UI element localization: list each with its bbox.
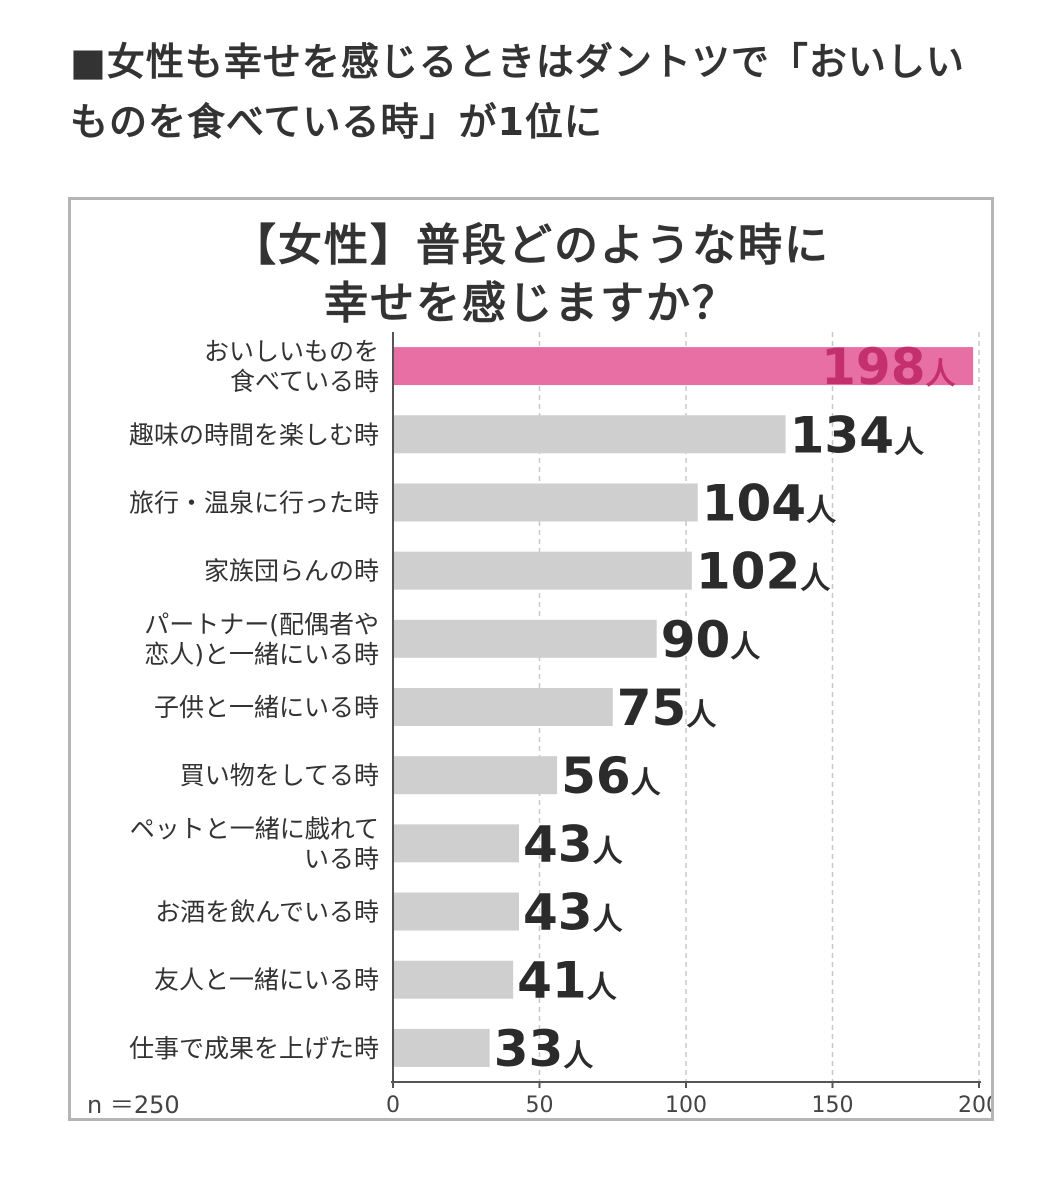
value-label: 43人 — [523, 815, 623, 873]
category-label: おいしいものを — [204, 337, 379, 366]
category-label: パートナー(配偶者や — [144, 610, 379, 639]
category-label: いる時 — [304, 844, 379, 873]
bar — [393, 960, 514, 999]
bar — [393, 347, 974, 386]
category-label: 仕事で成果を上げた時 — [129, 1034, 379, 1063]
category-label: 友人と一緒にいる時 — [154, 966, 379, 995]
sample-size-note: n ＝250 — [87, 1091, 180, 1119]
value-label: 75人 — [617, 679, 717, 737]
value-label: 56人 — [561, 747, 661, 805]
value-label: 41人 — [517, 952, 617, 1010]
value-label: 104人 — [702, 474, 836, 532]
category-label: 家族団らんの時 — [204, 557, 379, 586]
category-label: 趣味の時間を楽しむ時 — [129, 420, 379, 449]
bar — [393, 619, 657, 658]
bar — [393, 483, 698, 522]
category-label: 食べている時 — [230, 367, 379, 396]
bar — [393, 892, 519, 931]
category-label: ペットと一緒に戯れて — [130, 814, 379, 843]
value-label: 43人 — [523, 884, 623, 942]
x-tick-label: 200 — [958, 1093, 991, 1118]
chart-title-line-2: 幸せを感じますか？ — [324, 278, 738, 329]
headline: ■女性も幸せを感じるときはダントツで「おいしいものを食べている時」が1位に — [70, 40, 965, 144]
bar — [393, 756, 558, 795]
x-tick-label: 0 — [386, 1093, 400, 1118]
value-label: 134人 — [790, 406, 924, 464]
category-label: 恋人)と一緒にいる時 — [144, 640, 379, 669]
value-label: 102人 — [696, 543, 830, 601]
category-label: お酒を飲んでいる時 — [155, 898, 379, 927]
chart-title-line-1: 【女性】普段どのような時に — [232, 220, 830, 271]
x-tick-label: 100 — [665, 1093, 707, 1118]
category-label: 買い物をしてる時 — [180, 761, 379, 790]
value-label: 33人 — [494, 1020, 594, 1078]
value-label: 198人 — [821, 338, 955, 396]
bar — [393, 551, 692, 590]
bar — [393, 415, 786, 454]
value-label: 90人 — [661, 611, 761, 669]
x-tick-label: 50 — [526, 1093, 554, 1118]
category-label: 子供と一緒にいる時 — [154, 693, 379, 722]
x-tick-label: 150 — [812, 1093, 854, 1118]
category-label: 旅行・温泉に行った時 — [129, 488, 379, 517]
bar — [393, 1028, 490, 1067]
bar — [393, 824, 519, 863]
chart-frame: 【女性】普段どのような時に 幸せを感じますか？ おいしいものを 食べている時 198… — [68, 197, 994, 1121]
bar — [393, 688, 613, 726]
